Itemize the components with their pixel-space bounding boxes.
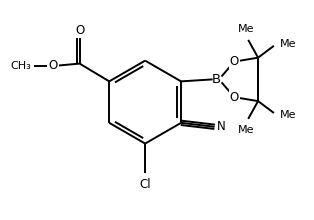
Text: Me: Me (280, 39, 296, 49)
Text: Cl: Cl (139, 178, 151, 191)
Text: O: O (230, 91, 239, 104)
Text: Me: Me (238, 24, 254, 34)
Text: Me: Me (280, 110, 296, 120)
Text: Me: Me (238, 125, 254, 135)
Text: N: N (217, 120, 226, 133)
Text: O: O (230, 55, 239, 68)
Text: B: B (212, 73, 221, 86)
Text: O: O (48, 59, 57, 72)
Text: O: O (75, 24, 84, 37)
Text: CH₃: CH₃ (10, 61, 31, 71)
